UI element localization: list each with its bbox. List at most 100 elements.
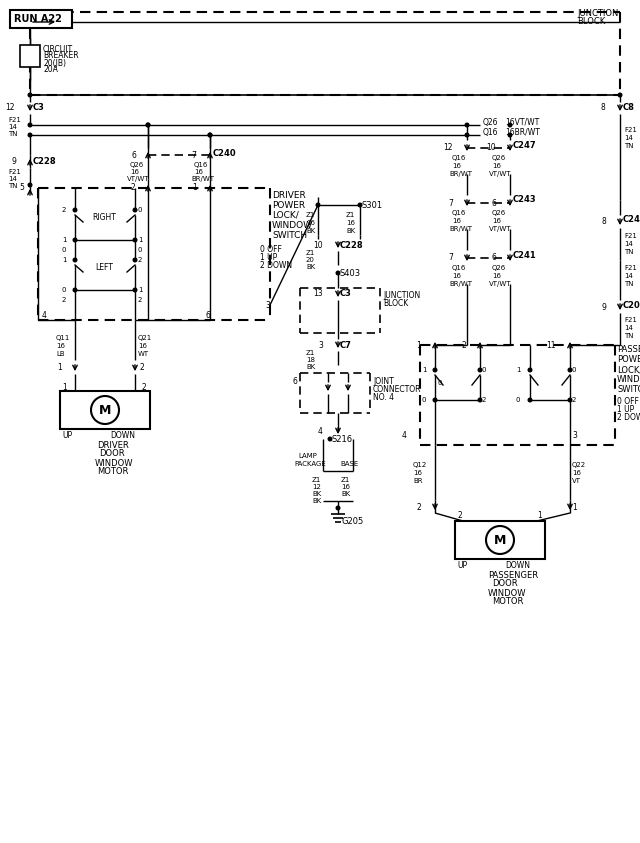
Text: 16BR/WT: 16BR/WT (505, 127, 540, 137)
Circle shape (478, 398, 482, 402)
Bar (20, 45, 40, 67)
Text: C3: C3 (33, 104, 45, 112)
Text: 14: 14 (624, 273, 633, 279)
Text: PACKAGE: PACKAGE (294, 461, 326, 467)
Text: 16: 16 (413, 470, 422, 476)
Text: F21: F21 (624, 127, 637, 133)
Text: VT/WT: VT/WT (489, 171, 511, 177)
Circle shape (336, 271, 340, 275)
Text: 12: 12 (312, 484, 321, 490)
Text: 16: 16 (452, 163, 461, 169)
Text: TN: TN (8, 131, 17, 137)
Text: 3: 3 (265, 300, 270, 309)
Text: BR/WT: BR/WT (449, 171, 472, 177)
Text: 20: 20 (306, 257, 315, 263)
Text: BR/WT: BR/WT (191, 176, 214, 182)
Text: 12: 12 (444, 143, 453, 153)
Text: JUNCTION: JUNCTION (383, 292, 420, 300)
Text: M: M (494, 534, 506, 546)
Text: 8: 8 (600, 104, 605, 112)
Circle shape (133, 208, 137, 212)
Text: Q16: Q16 (452, 155, 467, 161)
Text: TN: TN (624, 333, 634, 339)
Text: BR: BR (413, 478, 422, 484)
Text: Q11: Q11 (56, 335, 70, 341)
Text: LOCK/: LOCK/ (272, 211, 299, 219)
Text: DOWN: DOWN (505, 561, 530, 570)
Circle shape (73, 239, 77, 242)
Text: 14: 14 (8, 124, 17, 130)
Text: 14: 14 (624, 241, 633, 247)
Text: C247: C247 (513, 141, 536, 149)
Text: LB: LB (56, 351, 65, 357)
Text: Q16: Q16 (483, 127, 499, 137)
Text: 7: 7 (448, 254, 453, 262)
Text: BK: BK (306, 364, 316, 370)
Text: 2: 2 (572, 397, 577, 403)
Text: C3: C3 (340, 289, 352, 298)
Text: 2: 2 (62, 207, 67, 213)
Text: 0: 0 (516, 397, 520, 403)
Text: BASE: BASE (340, 461, 358, 467)
Text: 0: 0 (572, 367, 577, 373)
Text: C240: C240 (213, 148, 237, 158)
Text: S301: S301 (362, 201, 383, 210)
Text: 1: 1 (422, 367, 426, 373)
Text: POWER: POWER (272, 201, 305, 210)
Text: TN: TN (8, 183, 17, 189)
Text: C241: C241 (513, 250, 537, 260)
Text: 9: 9 (601, 303, 606, 312)
Text: SWITCH: SWITCH (272, 230, 307, 239)
Circle shape (508, 133, 512, 137)
Text: DOWN: DOWN (110, 431, 135, 439)
Text: 4: 4 (42, 312, 47, 320)
Text: WT: WT (138, 351, 149, 357)
Text: 1 UP: 1 UP (260, 254, 277, 262)
Circle shape (28, 183, 32, 187)
Text: 8: 8 (601, 217, 606, 227)
Text: 6: 6 (205, 312, 210, 320)
Text: JUNCTION: JUNCTION (577, 9, 618, 19)
Text: C228: C228 (33, 158, 56, 167)
Text: 1: 1 (537, 511, 541, 519)
Text: 3: 3 (318, 341, 323, 350)
Bar (10, 10, 72, 28)
Text: F21: F21 (624, 233, 637, 239)
Text: WINDOW: WINDOW (95, 459, 134, 468)
Text: Q21: Q21 (138, 335, 152, 341)
Text: 1: 1 (192, 184, 197, 192)
Text: C205: C205 (623, 300, 640, 309)
Text: TN: TN (624, 249, 634, 255)
Text: 2: 2 (482, 397, 486, 403)
Circle shape (465, 133, 468, 137)
Text: UP: UP (62, 431, 72, 439)
Text: WINDOW: WINDOW (272, 221, 313, 229)
Text: BLOCK: BLOCK (383, 299, 408, 309)
Text: 2: 2 (142, 383, 147, 391)
Text: 0: 0 (62, 247, 67, 253)
Text: 2: 2 (140, 363, 145, 373)
Text: 12: 12 (6, 104, 15, 112)
Text: 16: 16 (194, 169, 203, 175)
Circle shape (28, 133, 32, 137)
Text: F21: F21 (624, 265, 637, 271)
Text: 1: 1 (138, 237, 143, 243)
Text: 1: 1 (62, 383, 67, 391)
Text: NO. 4: NO. 4 (373, 393, 394, 401)
Text: SWITCH: SWITCH (617, 385, 640, 395)
Text: 16: 16 (346, 220, 355, 226)
Text: 10: 10 (486, 143, 496, 153)
Text: 9: 9 (11, 158, 16, 167)
Text: BK: BK (312, 498, 321, 504)
Circle shape (358, 203, 362, 207)
Text: BR/WT: BR/WT (449, 226, 472, 232)
Text: 14: 14 (624, 135, 633, 141)
Text: LEFT: LEFT (95, 264, 113, 272)
Circle shape (133, 288, 137, 292)
Text: 16: 16 (306, 220, 315, 226)
Text: 13: 13 (314, 289, 323, 298)
Text: RUN A22: RUN A22 (14, 14, 62, 24)
Circle shape (73, 208, 77, 212)
Text: 16: 16 (130, 169, 139, 175)
Text: 3: 3 (572, 431, 577, 439)
